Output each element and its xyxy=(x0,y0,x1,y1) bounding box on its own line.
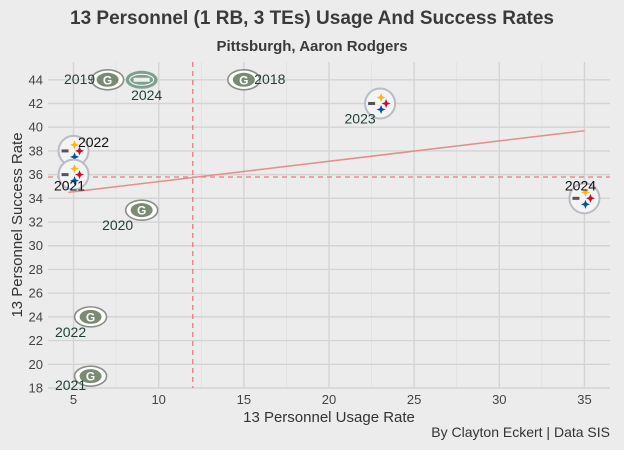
steelers-logo-icon xyxy=(57,134,90,167)
logo-wordmark xyxy=(133,77,150,82)
logo-wordmark xyxy=(368,101,376,105)
trend-line-layer xyxy=(68,130,585,194)
logo-letter: G xyxy=(86,310,95,324)
point-label: 2020 xyxy=(102,217,133,233)
star-red xyxy=(381,98,391,108)
star-red xyxy=(75,170,85,180)
logo-field xyxy=(79,369,102,384)
source-caption: By Clayton Eckert | Data SIS xyxy=(431,424,610,440)
data-point: 2022 xyxy=(57,134,109,167)
reference-lines xyxy=(48,62,610,388)
logo-rim xyxy=(364,87,397,120)
y-tick-label: 42 xyxy=(29,96,43,111)
star-blue xyxy=(580,199,590,209)
data-point: 2023 xyxy=(345,87,397,126)
star-yellow xyxy=(70,140,80,150)
point-label: 2021 xyxy=(54,178,85,194)
data-point: 2024 xyxy=(125,70,162,103)
steelers-logo-icon xyxy=(364,87,397,120)
y-tick-label: 44 xyxy=(29,72,43,87)
data-point: 2021 xyxy=(54,158,90,194)
x-tick-label: 5 xyxy=(70,392,77,407)
y-tick-label: 22 xyxy=(29,333,43,348)
steelers-logo-icon xyxy=(57,158,90,191)
logo-letter: G xyxy=(137,204,146,218)
x-tick-label: 25 xyxy=(407,392,421,407)
logo-field xyxy=(130,203,153,218)
y-tick-label: 32 xyxy=(29,215,43,230)
axes: 5 10 15 20 25 30 35182022242628303234363840424… xyxy=(9,72,592,426)
point-label: 2019 xyxy=(64,71,95,87)
star-blue xyxy=(70,152,80,162)
logo-wordmark xyxy=(61,173,69,177)
logo-field xyxy=(232,72,255,87)
point-label: 2022 xyxy=(55,324,86,340)
star-yellow xyxy=(70,164,80,174)
y-axis-label: 13 Personnel Success Rate xyxy=(9,132,26,317)
packers-logo-icon: G xyxy=(124,199,159,221)
trend-line xyxy=(68,130,585,194)
point-label: 2024 xyxy=(565,177,596,193)
x-tick-label: 10 xyxy=(151,392,165,407)
star-red xyxy=(585,193,595,203)
logo-field xyxy=(79,309,102,324)
steelers-logo-icon xyxy=(568,182,601,215)
logo-letter: G xyxy=(239,73,248,87)
star-yellow xyxy=(376,92,386,102)
data-point: G 2019 xyxy=(64,68,125,91)
x-axis-label: 13 Personnel Usage Rate xyxy=(243,409,415,426)
point-label: 2023 xyxy=(345,110,376,126)
packers-logo-icon: G xyxy=(227,68,261,91)
logo-field xyxy=(96,72,119,87)
packers-logo-icon: G xyxy=(73,365,108,387)
packers-logo-icon: G xyxy=(73,306,108,328)
chart-title: 13 Personnel (1 RB, 3 TEs) Usage And Suc… xyxy=(70,8,554,29)
logo-letter: G xyxy=(86,370,95,384)
y-tick-label: 24 xyxy=(29,309,43,324)
star-red xyxy=(75,146,85,156)
x-tick-label: 30 xyxy=(492,392,506,407)
y-tick-label: 20 xyxy=(29,357,43,372)
star-blue xyxy=(376,104,386,114)
grid-layer xyxy=(48,62,610,389)
data-point: G 2018 xyxy=(227,68,286,91)
chart-subtitle: Pittsburgh, Aaron Rodgers xyxy=(216,38,408,55)
y-tick-label: 18 xyxy=(29,381,43,396)
y-tick-label: 28 xyxy=(29,262,43,277)
x-tick-label: 35 xyxy=(577,392,591,407)
y-tick-label: 26 xyxy=(29,286,43,301)
star-yellow xyxy=(580,187,590,197)
star-blue xyxy=(70,176,80,186)
logo-letter: G xyxy=(103,73,112,87)
logo-stripe xyxy=(129,73,155,86)
point-label: 2021 xyxy=(55,377,86,393)
logo-rim xyxy=(57,158,90,191)
y-tick-label: 34 xyxy=(29,191,43,206)
y-tick-label: 38 xyxy=(29,143,43,158)
y-tick-label: 36 xyxy=(29,167,43,182)
x-tick-label: 15 xyxy=(237,392,251,407)
y-tick-label: 40 xyxy=(29,120,43,135)
y-tick-label: 30 xyxy=(29,238,43,253)
logo-wordmark xyxy=(61,149,69,153)
point-label: 2022 xyxy=(78,134,109,150)
jets-logo-icon xyxy=(125,70,158,89)
logo-rim xyxy=(568,182,601,215)
data-point: G 2020 xyxy=(102,199,159,233)
point-label: 2018 xyxy=(254,71,285,87)
x-tick-label: 20 xyxy=(322,392,336,407)
logo-wordmark xyxy=(572,196,580,200)
point-label: 2024 xyxy=(131,87,162,103)
packers-logo-icon: G xyxy=(90,68,125,91)
data-point: 2024 xyxy=(565,177,601,215)
